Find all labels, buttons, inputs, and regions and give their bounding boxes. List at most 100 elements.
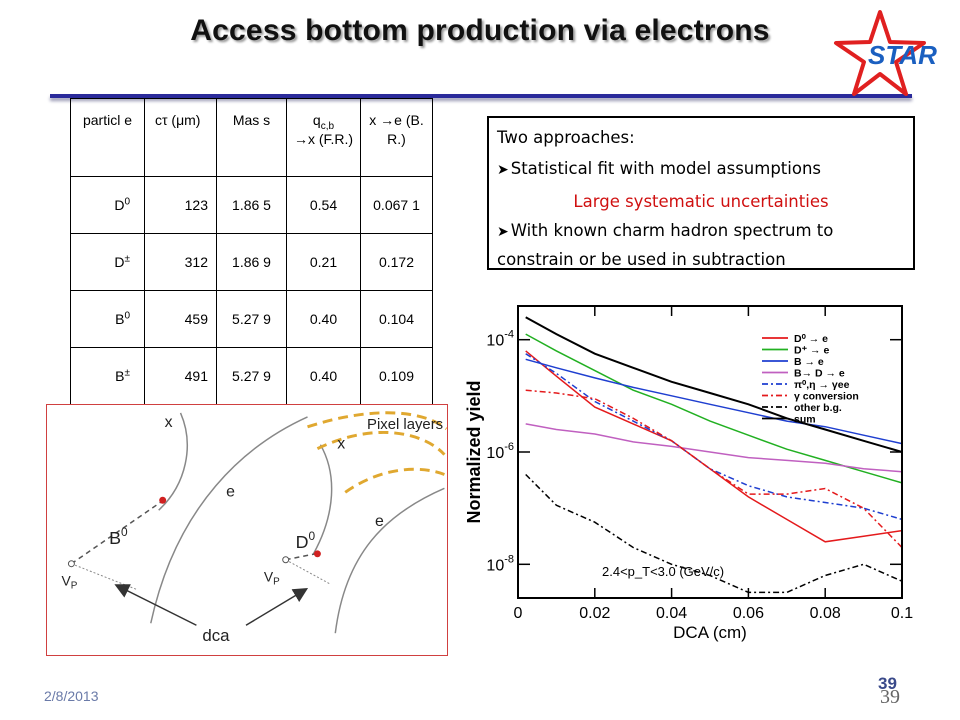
series-line-6 (525, 473, 903, 594)
y-tick-label: 10-8 (486, 553, 514, 574)
label-vp-left: VP (61, 573, 77, 592)
label-vp-left-base: V (61, 573, 71, 589)
cell-particle: D± (70, 233, 145, 291)
cell-ctau: 491 (144, 347, 217, 405)
label-e-left: e (226, 483, 235, 500)
x-axis-label: DCA (cm) (673, 623, 747, 642)
chart-annotation: 2.4<p_T<3.0 (GeV/c) (602, 564, 724, 579)
slide-title: Access bottom production via electrons (190, 14, 770, 47)
label-vp-right-base: V (264, 569, 274, 585)
label-dca: dca (202, 626, 230, 645)
approach-item-1-text: Statistical fit with model assumptions (510, 159, 821, 178)
series-line-3 (525, 423, 903, 473)
label-pixel-layers: Pixel layers (367, 417, 443, 433)
header-fr-main: q (312, 112, 321, 128)
particle-base: B (115, 310, 125, 327)
cell-fr: 0.54 (286, 176, 361, 234)
label-x-right: x (337, 436, 345, 453)
chart-series-group (525, 316, 903, 594)
cell-br: 0.067 1 (360, 176, 433, 234)
series-line-4 (525, 353, 903, 521)
table-row: D0 123 1.86 5 0.54 0.067 1 (70, 176, 433, 234)
arrow-bullet-icon: ➤ (497, 162, 509, 178)
cell-br: 0.172 (360, 233, 433, 291)
star-logo-icon: STAR (834, 10, 937, 96)
cell-fr: 0.40 (286, 290, 361, 348)
legend-entry: other b.g. (794, 402, 842, 414)
header-fr-sub: c,b (320, 120, 335, 132)
cell-br: 0.109 (360, 347, 433, 405)
legend-entry: γ conversion (794, 391, 859, 403)
dca-line-right (285, 559, 330, 585)
label-b0: B0 (109, 525, 128, 548)
dca-yield-chart: 0 0.02 0.04 0.06 0.08 0.1 10-4 10-6 10-8 DCA (cm)… (464, 305, 913, 642)
cell-particle: B0 (70, 290, 145, 348)
approach-item-2-text: With known charm hadron spectrum to cons… (497, 221, 834, 269)
label-e-right: e (375, 513, 384, 530)
cell-mass: 1.86 9 (216, 233, 287, 291)
dca-arrow-right (245, 587, 309, 626)
series-line-2 (525, 358, 903, 445)
label-vp-left-sub: P (71, 581, 78, 592)
cell-particle: B± (70, 347, 145, 405)
series-line-1 (525, 333, 903, 484)
particle-sup: 0 (124, 195, 130, 207)
cell-ctau: 123 (144, 176, 217, 234)
cell-ctau: 459 (144, 290, 217, 348)
label-b0-sup: 0 (121, 525, 128, 539)
legend-entry: B → e (794, 356, 824, 368)
legend-entry: π⁰,η → γee (794, 379, 850, 391)
track-curve-left (158, 412, 188, 511)
cell-mass: 5.27 9 (216, 347, 287, 405)
x-tick-label: 0 (514, 605, 523, 622)
particle-sup: 0 (124, 309, 130, 321)
primary-vertex-right (282, 556, 290, 564)
header-br: x →e (B.R.) (360, 98, 433, 177)
cell-br: 0.104 (360, 290, 433, 348)
y-tick-label: 10-6 (486, 441, 514, 462)
label-d0-sup: 0 (309, 529, 316, 543)
decay-vertex-d0 (313, 550, 321, 558)
cell-particle: D0 (70, 176, 145, 234)
x-tick-label: 0.04 (656, 605, 687, 622)
series-line-5 (525, 389, 903, 549)
pixel-layer-inner (316, 431, 446, 456)
approach-item-2: ➤ With known charm hadron spectrum to con… (497, 217, 905, 274)
x-tick-label: 0.06 (733, 605, 764, 622)
header-fr: qc,b →x (F.R.) (286, 98, 361, 177)
approach-item-1-note: Large systematic uncertainties (573, 192, 829, 211)
x-tick-label: 0.02 (579, 605, 610, 622)
table-row: D± 312 1.86 9 0.21 0.172 (70, 233, 433, 291)
decay-line-b0 (70, 501, 162, 565)
y-tick-label: 10-4 (486, 329, 514, 350)
particle-table: particl e cτ (μm) Mas s qc,b →x (F.R.) x … (70, 98, 433, 405)
primary-vertex-left (67, 560, 75, 568)
label-vp-right: VP (264, 569, 280, 588)
approach-item-1: ➤ Statistical fit with model assumptions (497, 153, 905, 186)
particle-base: B (115, 367, 125, 384)
legend-entry: B→ D → e (794, 368, 845, 380)
particle-sup: ± (124, 252, 131, 264)
title-underline (50, 94, 912, 98)
legend-entry: D⁰ → e (794, 333, 828, 345)
dca-arrow-left (114, 584, 197, 626)
arrow-bullet-icon: ➤ (497, 224, 509, 240)
track-curve-right (312, 444, 333, 555)
header-mass: Mas s (216, 98, 287, 177)
label-vp-right-sub: P (273, 577, 280, 588)
table-row: B± 491 5.27 9 0.40 0.109 (70, 347, 433, 405)
track-arc-left (150, 416, 308, 624)
cell-fr: 0.21 (286, 233, 361, 291)
cell-mass: 5.27 9 (216, 290, 287, 348)
dca-line-left (71, 563, 138, 590)
cell-fr: 0.40 (286, 347, 361, 405)
pixel-layer-top (307, 411, 447, 430)
particle-base: D (114, 253, 125, 270)
header-fr-rest: →x (F.R.) (293, 131, 354, 147)
legend-entry: sum (794, 414, 816, 426)
header-particle: particl e (70, 98, 145, 177)
header-ctau: cτ (μm) (144, 98, 217, 177)
footer-date: 2/8/2013 (44, 688, 99, 704)
cell-mass: 1.86 5 (216, 176, 287, 234)
